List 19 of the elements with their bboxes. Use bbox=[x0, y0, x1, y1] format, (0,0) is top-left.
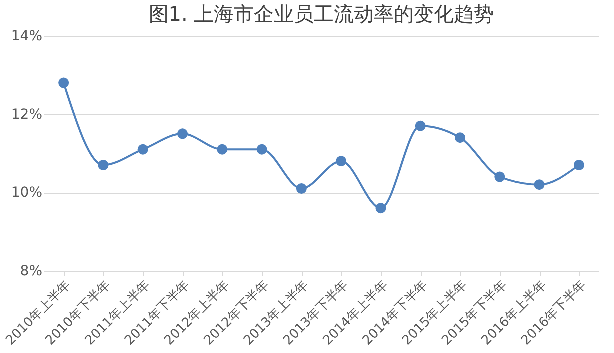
point bbox=[178, 128, 188, 140]
point bbox=[574, 160, 584, 170]
y-tick-label: 8% bbox=[20, 264, 42, 280]
point bbox=[376, 203, 386, 214]
point bbox=[415, 120, 426, 132]
point bbox=[256, 144, 268, 155]
point bbox=[138, 144, 148, 155]
chart-title: 图1. 上海市企业员工流动率的变化趋势 bbox=[148, 2, 494, 26]
y-tick-label: 14% bbox=[11, 28, 42, 44]
point bbox=[58, 78, 70, 88]
y-tick-label: 12% bbox=[11, 106, 42, 123]
point bbox=[336, 156, 347, 167]
point bbox=[494, 172, 506, 182]
point bbox=[217, 144, 228, 155]
y-tick-label: 10% bbox=[11, 185, 42, 202]
point bbox=[455, 132, 466, 144]
point bbox=[534, 180, 545, 190]
point bbox=[98, 160, 109, 170]
point bbox=[296, 184, 307, 194]
